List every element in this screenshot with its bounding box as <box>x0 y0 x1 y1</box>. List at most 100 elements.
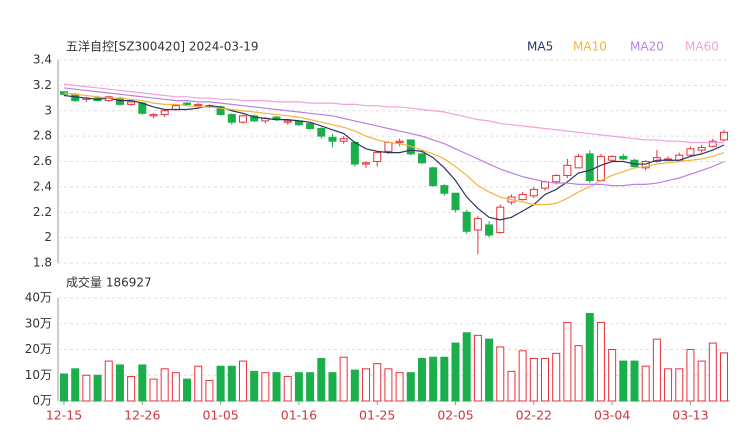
legend-entry: MA60 <box>685 40 719 54</box>
volume-bar <box>608 349 617 402</box>
candle-body <box>462 211 471 232</box>
volume-title: 成交量 186927 <box>66 275 152 290</box>
candle-body <box>563 164 572 176</box>
y-tick-label: 30万 <box>25 316 52 330</box>
legend-entry: MA5 <box>527 40 553 54</box>
y-tick-label: 2.8 <box>33 129 52 143</box>
y-tick-label: 2.2 <box>33 205 52 219</box>
candle-body <box>720 131 728 141</box>
candle-body <box>529 188 538 197</box>
y-tick-label: 2.4 <box>33 179 52 193</box>
candle-body <box>317 128 326 137</box>
y-tick-label: 2.6 <box>33 154 52 168</box>
volume-bar <box>552 352 561 402</box>
candle-body <box>585 153 594 182</box>
candle-body <box>373 152 382 162</box>
volume-bar <box>518 350 527 402</box>
candle-body <box>339 138 348 142</box>
volume-bar <box>496 346 505 402</box>
candle-body <box>552 174 561 183</box>
candle-body <box>350 141 359 165</box>
volume-bar <box>664 368 673 402</box>
volume-bar <box>82 374 91 402</box>
volume-bar <box>641 365 650 402</box>
volume-bar <box>272 372 281 402</box>
y-tick-label: 40万 <box>25 291 52 305</box>
y-tick-label: 1.8 <box>33 256 52 270</box>
legend-entry: MA20 <box>630 40 664 54</box>
ma-line <box>63 94 725 221</box>
volume-bar <box>317 358 326 402</box>
y-tick-label: 0万 <box>32 394 52 408</box>
candle-body <box>149 114 158 117</box>
volume-bar <box>619 360 628 402</box>
candle-body <box>227 114 236 123</box>
candle-body <box>127 101 136 105</box>
volume-bar <box>238 360 247 402</box>
candle-body <box>608 155 617 161</box>
volume-bar <box>395 372 404 402</box>
volume-bar <box>115 364 124 402</box>
volume-bar <box>283 376 292 402</box>
volume-bar <box>127 376 136 402</box>
volume-bar <box>429 356 438 402</box>
volume-bar <box>261 372 270 402</box>
candle-body <box>283 120 292 123</box>
y-tick-label: 3.4 <box>33 53 52 67</box>
y-tick-label: 2 <box>44 230 52 244</box>
volume-bar <box>697 360 706 402</box>
volume-bar <box>227 365 236 402</box>
candle-body <box>384 141 393 152</box>
candle-body <box>518 193 527 201</box>
y-tick-label: 3.2 <box>33 78 52 92</box>
volume-bar <box>350 369 359 402</box>
candle-body <box>250 115 259 122</box>
candle-body <box>138 102 147 114</box>
x-tick-label: 12-26 <box>124 408 160 423</box>
x-tick-label: 03-04 <box>594 408 630 423</box>
volume-bar <box>440 356 449 402</box>
candle-body <box>596 155 605 182</box>
volume-bar <box>160 368 169 402</box>
volume-bar <box>507 370 516 402</box>
volume-bar <box>339 356 348 402</box>
candle-body <box>440 185 449 194</box>
volume-bar <box>71 368 80 402</box>
x-tick-label: 02-22 <box>516 408 552 423</box>
x-tick-label: 12-15 <box>46 408 82 423</box>
candle-body <box>417 153 426 164</box>
volume-bar <box>708 342 717 402</box>
candle-body <box>395 140 404 143</box>
candle-body <box>194 103 203 107</box>
candle-body <box>641 161 650 169</box>
volume-bar <box>585 312 594 402</box>
volume-bar <box>138 364 147 402</box>
ma-line <box>63 87 725 187</box>
candle-body <box>160 110 169 116</box>
volume-bar <box>373 363 382 402</box>
candle-body <box>619 155 628 160</box>
candle-body <box>451 192 460 211</box>
volume-bar <box>563 321 572 402</box>
x-tick-label: 01-25 <box>359 408 395 423</box>
ma-line <box>63 83 724 144</box>
volume-bar <box>205 379 214 402</box>
legend-entry: MA10 <box>573 40 607 54</box>
volume-bar <box>93 374 102 402</box>
volume-bar <box>306 372 315 402</box>
volume-bar <box>294 372 303 402</box>
x-tick-label: 03-13 <box>672 408 708 423</box>
x-tick-label: 01-16 <box>281 408 317 423</box>
volume-bar <box>171 372 180 402</box>
candle-body <box>708 140 717 147</box>
candle-body <box>362 162 371 165</box>
candle-body <box>697 147 706 151</box>
x-tick-label: 01-05 <box>202 408 238 423</box>
volume-bar <box>485 338 494 402</box>
candle-body <box>686 148 695 156</box>
volume-bar <box>574 345 583 402</box>
volume-bar <box>384 368 393 402</box>
volume-bar <box>596 321 605 402</box>
volume-bar <box>60 373 68 402</box>
volume-bar <box>652 338 661 402</box>
